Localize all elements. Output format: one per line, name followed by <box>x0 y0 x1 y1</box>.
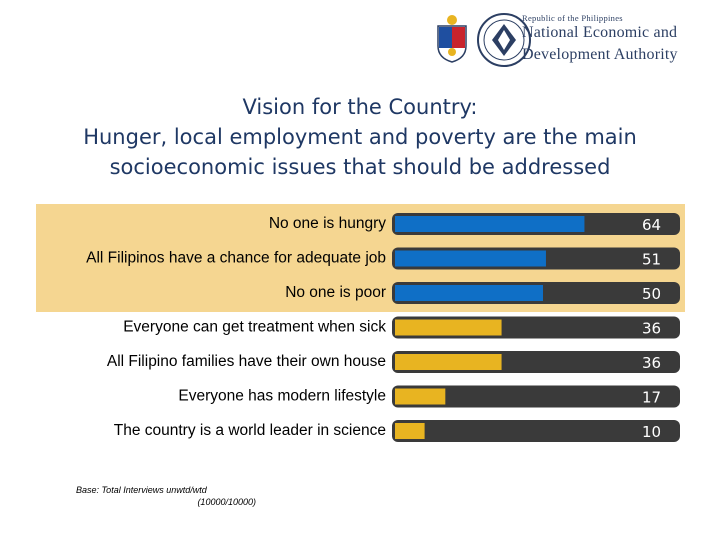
value-label-6: 10 <box>642 423 661 441</box>
logo-text-republic: Republic of the Philippines <box>522 13 623 23</box>
title-line-3: socioeconomic issues that should be addr… <box>109 155 611 179</box>
category-label-4: All Filipino families have their own hou… <box>107 353 386 370</box>
bar-2 <box>395 285 543 301</box>
slide-title: Vision for the Country: Hunger, local em… <box>0 92 720 182</box>
bar-5 <box>395 388 446 405</box>
philippine-seal-icon <box>437 15 467 63</box>
category-label-2: No one is poor <box>285 284 386 301</box>
value-label-3: 36 <box>642 320 661 338</box>
category-label-3: Everyone can get treatment when sick <box>123 319 386 336</box>
category-label-5: Everyone has modern lifestyle <box>178 388 386 405</box>
value-label-2: 50 <box>642 285 661 303</box>
category-label-6: The country is a world leader in science <box>114 422 386 439</box>
neda-logo: Republic of the Philippines National Eco… <box>432 10 712 70</box>
bar-3 <box>395 319 502 336</box>
value-label-1: 51 <box>642 251 661 269</box>
base-footnote-line2: (10000/10000) <box>197 497 256 507</box>
value-label-0: 64 <box>642 216 661 234</box>
value-label-4: 36 <box>642 354 661 372</box>
bar-6 <box>395 423 425 439</box>
bar-0 <box>395 216 585 232</box>
logo-text-neda-line1: National Economic and <box>522 24 678 41</box>
base-footnote-line1: Base: Total Interviews unwtd/wtd <box>76 485 207 495</box>
bar-track-5 <box>392 385 680 408</box>
logo-text-neda-line2: Development Authority <box>522 46 678 63</box>
bar-track-6 <box>392 420 680 442</box>
category-label-1: All Filipinos have a chance for adequate… <box>86 250 386 267</box>
title-line-1: Vision for the Country: <box>242 95 478 119</box>
bar-1 <box>395 250 546 267</box>
value-label-5: 17 <box>642 389 661 407</box>
title-line-2: Hunger, local employment and poverty are… <box>83 125 637 149</box>
base-footnote: Base: Total Interviews unwtd/wtd (10000/… <box>76 484 256 508</box>
bar-4 <box>395 354 502 370</box>
neda-seal-icon <box>477 13 531 67</box>
category-label-0: No one is hungry <box>269 215 386 232</box>
